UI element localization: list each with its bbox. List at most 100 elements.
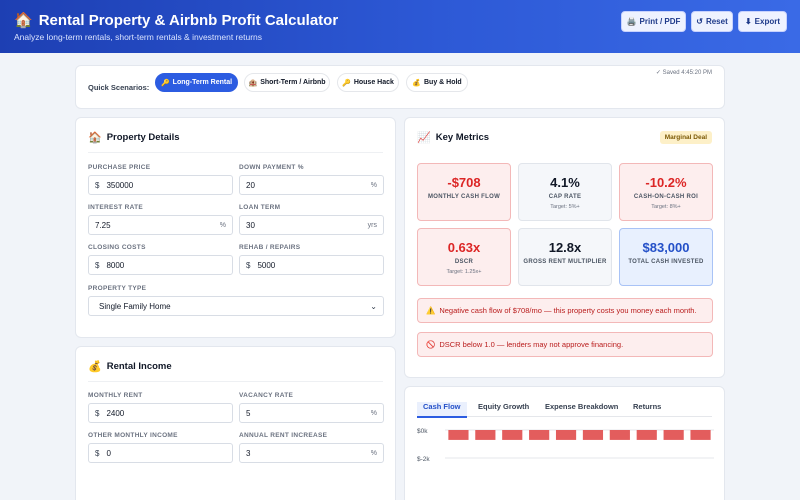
saved-status-text: Saved 4:45:20 PM xyxy=(662,70,712,76)
closing-costs-field[interactable]: $ 8000 xyxy=(88,255,233,275)
down-payment-value: 20 xyxy=(246,180,255,190)
scenario-buy-hold-label: Buy & Hold xyxy=(423,79,462,86)
metric-cap-rate-label: CAP RATE xyxy=(548,194,582,200)
house-icon: 🏠 xyxy=(88,132,102,144)
tab-equity-growth[interactable]: Equity Growth xyxy=(478,402,530,411)
scenario-short-term-label: Short-Term / Airbnb xyxy=(260,79,326,86)
property-type-select[interactable]: Single Family Home ⌄ xyxy=(88,296,384,316)
rent-increase-value: 3 xyxy=(246,448,251,458)
reset-button-label: Reset xyxy=(705,17,728,26)
loan-term-field[interactable]: 30 yrs xyxy=(239,215,384,235)
property-type-label: PROPERTY TYPE xyxy=(88,285,147,292)
rental-income-title-text: Rental Income xyxy=(106,361,172,372)
metric-cash-on-cash: -10.2% CASH-ON-CASH ROI Target: 8%+ xyxy=(619,163,713,221)
cash-flow-chart: $0k $-2k xyxy=(417,428,714,463)
deal-status-badge: Marginal Deal xyxy=(659,131,712,144)
cash-flow-bar xyxy=(663,430,684,440)
monthly-rent-field[interactable]: $ 2400 xyxy=(88,403,233,423)
export-button[interactable]: ⬇ Export xyxy=(738,11,787,32)
other-income-value: 0 xyxy=(106,448,111,458)
cash-flow-bar xyxy=(690,430,711,440)
key-icon: 🔑 xyxy=(342,79,351,87)
cash-flow-bar xyxy=(609,430,630,440)
reset-button[interactable]: ↺ Reset xyxy=(691,11,733,32)
metric-dscr-value: 0.63x xyxy=(447,240,481,255)
percent-suffix: % xyxy=(219,221,226,229)
property-details-title: 🏠 Property Details xyxy=(88,131,180,144)
interest-rate-field[interactable]: 7.25 % xyxy=(88,215,233,235)
metric-cap-rate-value: 4.1% xyxy=(550,175,580,190)
scenario-house-hack-label: House Hack xyxy=(353,79,394,86)
monthly-rent-label: MONTHLY RENT xyxy=(88,392,143,399)
property-details-card: 🏠 Property Details PURCHASE PRICE $ 3500… xyxy=(75,117,396,338)
percent-suffix: % xyxy=(370,181,377,189)
currency-prefix: $ xyxy=(246,260,251,270)
rehab-field[interactable]: $ 5000 xyxy=(239,255,384,275)
percent-suffix: % xyxy=(370,409,377,417)
rental-income-card: 💰 Rental Income MONTHLY RENT $ 2400 VACA… xyxy=(75,346,396,500)
scenario-buy-hold[interactable]: 💰 Buy & Hold xyxy=(406,73,468,92)
check-icon: ✓ xyxy=(655,70,661,76)
cash-flow-bar xyxy=(502,430,523,440)
cash-flow-alert: ⚠️ Negative cash flow of $708/mo — this … xyxy=(417,298,713,323)
loan-term-value: 30 xyxy=(246,220,255,230)
currency-prefix: $ xyxy=(95,408,100,418)
key-metrics-title-text: Key Metrics xyxy=(435,132,490,143)
download-icon: ⬇ xyxy=(744,17,752,26)
tab-expense-breakdown[interactable]: Expense Breakdown xyxy=(545,402,619,411)
scenario-bar: Quick Scenarios: 🔑 Long-Term Rental 🏨 Sh… xyxy=(75,65,725,109)
currency-prefix: $ xyxy=(95,180,100,190)
tab-returns[interactable]: Returns xyxy=(633,402,662,411)
rent-increase-label: ANNUAL RENT INCREASE xyxy=(239,432,328,439)
key-icon: 🔑 xyxy=(160,79,170,87)
rent-increase-field[interactable]: 3 % xyxy=(239,443,384,463)
key-metrics-card: 📈 Key Metrics Marginal Deal -$708 MONTHL… xyxy=(404,117,725,378)
app-header: 🏠 Rental Property & Airbnb Profit Calcul… xyxy=(0,0,800,53)
hotel-icon: 🏨 xyxy=(248,79,258,87)
chart-up-icon: 📈 xyxy=(417,132,431,144)
chart-card: Cash Flow Equity Growth Expense Breakdow… xyxy=(404,386,725,500)
metric-grm-label: GROSS RENT MULTIPLIER xyxy=(523,259,607,265)
cash-flow-alert-text: Negative cash flow of $708/mo — this pro… xyxy=(439,306,697,315)
vacancy-rate-label: VACANCY RATE xyxy=(239,392,294,399)
vacancy-rate-field[interactable]: 5 % xyxy=(239,403,384,423)
chevron-down-icon: ⌄ xyxy=(370,301,377,311)
metric-cash-flow: -$708 MONTHLY CASH FLOW xyxy=(417,163,511,221)
app-subtitle: Analyze long-term rentals, short-term re… xyxy=(14,32,263,42)
down-payment-field[interactable]: 20 % xyxy=(239,175,384,195)
print-button-label: Print / PDF xyxy=(639,17,681,26)
metric-total-invested: $83,000 TOTAL CASH INVESTED xyxy=(619,228,713,286)
vacancy-rate-value: 5 xyxy=(246,408,251,418)
export-button-label: Export xyxy=(754,17,781,26)
closing-costs-label: CLOSING COSTS xyxy=(88,244,146,251)
chart-tabs: Cash Flow Equity Growth Expense Breakdow… xyxy=(417,399,712,418)
metric-cash-flow-label: MONTHLY CASH FLOW xyxy=(427,194,501,200)
interest-rate-value: 7.25 xyxy=(95,220,111,230)
cash-flow-bar xyxy=(529,430,550,440)
metric-cash-on-cash-value: -10.2% xyxy=(645,175,687,190)
other-income-field[interactable]: $ 0 xyxy=(88,443,233,463)
scenario-house-hack[interactable]: 🔑 House Hack xyxy=(337,73,399,92)
metric-total-invested-label: TOTAL CASH INVESTED xyxy=(628,259,704,265)
rehab-value: 5000 xyxy=(257,260,276,270)
reset-icon: ↺ xyxy=(696,17,703,26)
metric-cash-on-cash-target: Target: 8%+ xyxy=(651,204,681,210)
cash-flow-bar xyxy=(582,430,604,440)
tab-cash-flow[interactable]: Cash Flow xyxy=(417,402,467,418)
house-icon: 🏠 xyxy=(14,12,33,29)
metric-grm-value: 12.8x xyxy=(548,240,582,255)
purchase-price-field[interactable]: $ 350000 xyxy=(88,175,233,195)
print-button[interactable]: 🖨️ Print / PDF xyxy=(621,11,686,32)
scenario-short-term[interactable]: 🏨 Short-Term / Airbnb xyxy=(244,73,330,92)
closing-costs-value: 8000 xyxy=(106,260,125,270)
metric-grm: 12.8x GROSS RENT MULTIPLIER xyxy=(518,228,612,286)
scenario-long-term[interactable]: 🔑 Long-Term Rental xyxy=(155,73,238,92)
property-details-title-text: Property Details xyxy=(106,132,180,143)
app-title-text: Rental Property & Airbnb Profit Calculat… xyxy=(38,11,339,29)
rental-income-title: 💰 Rental Income xyxy=(88,360,172,373)
divider xyxy=(88,381,383,382)
interest-rate-label: INTEREST RATE xyxy=(88,204,144,211)
property-type-value: Single Family Home xyxy=(99,301,171,311)
money-bag-icon: 💰 xyxy=(88,361,102,373)
saved-status: ✓ Saved 4:45:20 PM xyxy=(656,69,712,76)
